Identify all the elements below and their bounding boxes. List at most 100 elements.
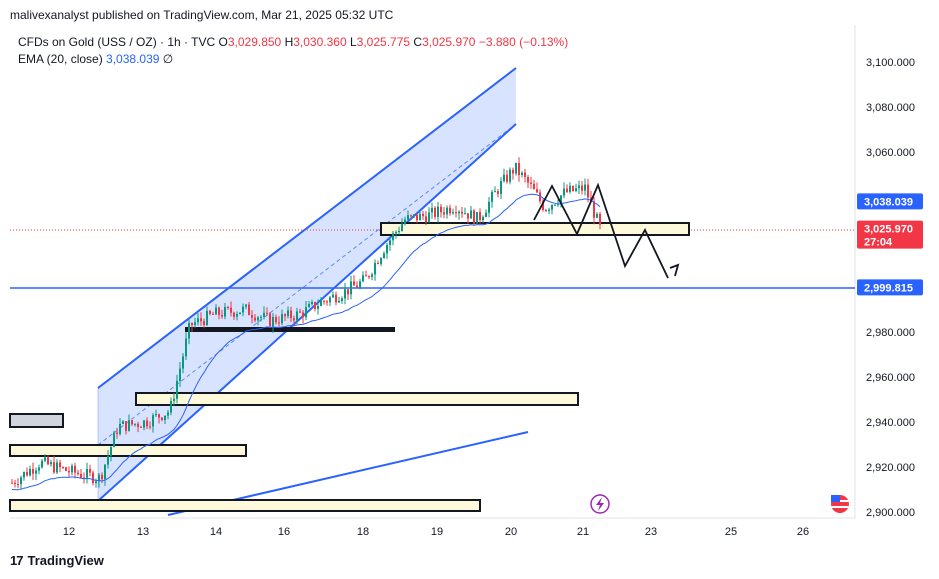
candle-body bbox=[497, 191, 499, 194]
candle-body bbox=[200, 318, 202, 322]
candle-body bbox=[107, 455, 109, 465]
event-flash-icon[interactable] bbox=[590, 494, 610, 514]
candle-body bbox=[53, 462, 55, 473]
candle-body bbox=[419, 213, 421, 221]
candle-body bbox=[443, 212, 445, 215]
candle-body bbox=[482, 216, 484, 221]
event-flash-glyph bbox=[596, 497, 604, 511]
candle-body bbox=[491, 191, 493, 202]
x-tick-label: 12 bbox=[63, 526, 75, 538]
candle-body bbox=[452, 212, 454, 214]
candle-body bbox=[383, 253, 385, 259]
candle-body bbox=[203, 321, 205, 326]
y-tick-label: 2,900.000 bbox=[866, 507, 915, 519]
ema-extra-icon: ∅ bbox=[162, 52, 174, 66]
candle-body bbox=[314, 302, 316, 310]
tradingview-logo-icon: 17 bbox=[10, 553, 24, 568]
channel-median-line bbox=[97, 123, 517, 446]
candle-body bbox=[401, 224, 403, 231]
candle-body bbox=[20, 477, 22, 485]
candle-body bbox=[581, 185, 583, 191]
candle-body bbox=[437, 206, 439, 217]
candle-body bbox=[521, 172, 523, 176]
candle-body bbox=[275, 317, 277, 323]
candle-body bbox=[167, 412, 169, 416]
candle-body bbox=[80, 473, 82, 478]
candle-body bbox=[389, 240, 391, 245]
candle-body bbox=[335, 294, 337, 303]
symbol-name[interactable]: CFDs on Gold (USS / OZ) · 1h · TVC bbox=[18, 35, 216, 49]
candle-body bbox=[596, 213, 598, 218]
candle-body bbox=[257, 317, 259, 321]
candle-body bbox=[311, 302, 313, 305]
projection-path bbox=[533, 182, 669, 279]
candle-body bbox=[56, 462, 58, 473]
x-tick-label: 18 bbox=[357, 526, 369, 538]
candle-body bbox=[191, 322, 193, 326]
y-tick-label: 2,960.000 bbox=[866, 372, 915, 384]
x-tick-label: 13 bbox=[137, 526, 149, 538]
candle-body bbox=[65, 467, 67, 471]
candle-body bbox=[230, 307, 232, 313]
candle-body bbox=[407, 215, 409, 220]
x-tick-label: 25 bbox=[725, 526, 737, 538]
candle-body bbox=[239, 312, 241, 315]
candle-body bbox=[353, 281, 355, 286]
x-tick-label: 26 bbox=[797, 526, 809, 538]
candle-body bbox=[329, 297, 331, 303]
candle-body bbox=[161, 417, 163, 420]
candle-body bbox=[332, 294, 334, 298]
candle-body bbox=[338, 300, 340, 303]
candle-body bbox=[32, 468, 34, 474]
demand-zone-1 bbox=[135, 392, 579, 406]
candle-body bbox=[488, 201, 490, 213]
demand-zone-2 bbox=[9, 444, 247, 457]
candle-body bbox=[386, 244, 388, 254]
candle-body bbox=[431, 207, 433, 213]
candle-body bbox=[122, 421, 124, 425]
candle-body bbox=[248, 304, 250, 316]
channel-upper-line bbox=[97, 67, 517, 389]
ema-label[interactable]: EMA (20, close) bbox=[18, 52, 103, 66]
candle-body bbox=[194, 322, 196, 326]
candle-body bbox=[110, 447, 112, 456]
candle-body bbox=[416, 214, 418, 221]
candle-body bbox=[392, 233, 394, 241]
candle-body bbox=[578, 185, 580, 189]
candle-body bbox=[215, 307, 217, 315]
candle-body bbox=[212, 313, 214, 315]
candle-body bbox=[158, 414, 160, 418]
candle-body bbox=[266, 312, 268, 314]
candle-body bbox=[14, 482, 16, 485]
candle-body bbox=[467, 213, 469, 219]
candle-body bbox=[473, 210, 475, 224]
candle-body bbox=[569, 185, 571, 193]
candle-body bbox=[218, 307, 220, 315]
x-tick-label: 20 bbox=[505, 526, 517, 538]
projection-arrow-head bbox=[669, 263, 680, 277]
price-tag bbox=[857, 220, 923, 249]
candle-body bbox=[536, 189, 538, 193]
candle-body bbox=[506, 174, 508, 182]
publisher-header: malivexanalyst published on TradingView.… bbox=[10, 8, 394, 22]
candle-body bbox=[206, 310, 208, 326]
candle-body bbox=[479, 212, 481, 221]
high-value: 3,030.360 bbox=[293, 35, 347, 49]
candle-body bbox=[233, 312, 235, 317]
candle-body bbox=[317, 305, 319, 310]
low-label: L bbox=[349, 35, 357, 49]
candle-body bbox=[308, 304, 310, 308]
candle-body bbox=[86, 469, 88, 478]
candle-body bbox=[503, 174, 505, 182]
candle-body bbox=[449, 207, 451, 214]
candle-body bbox=[170, 400, 172, 413]
candle-body bbox=[152, 415, 154, 427]
x-tick-label: 16 bbox=[278, 526, 290, 538]
candle-body bbox=[515, 162, 517, 174]
candle-body bbox=[272, 317, 274, 327]
ema-legend: EMA (20, close) 3,038.039 ∅ bbox=[18, 52, 173, 66]
open-value: 3,029.850 bbox=[227, 35, 282, 49]
candle-body bbox=[278, 322, 280, 324]
tradingview-footer[interactable]: 17 TradingView bbox=[10, 553, 104, 568]
